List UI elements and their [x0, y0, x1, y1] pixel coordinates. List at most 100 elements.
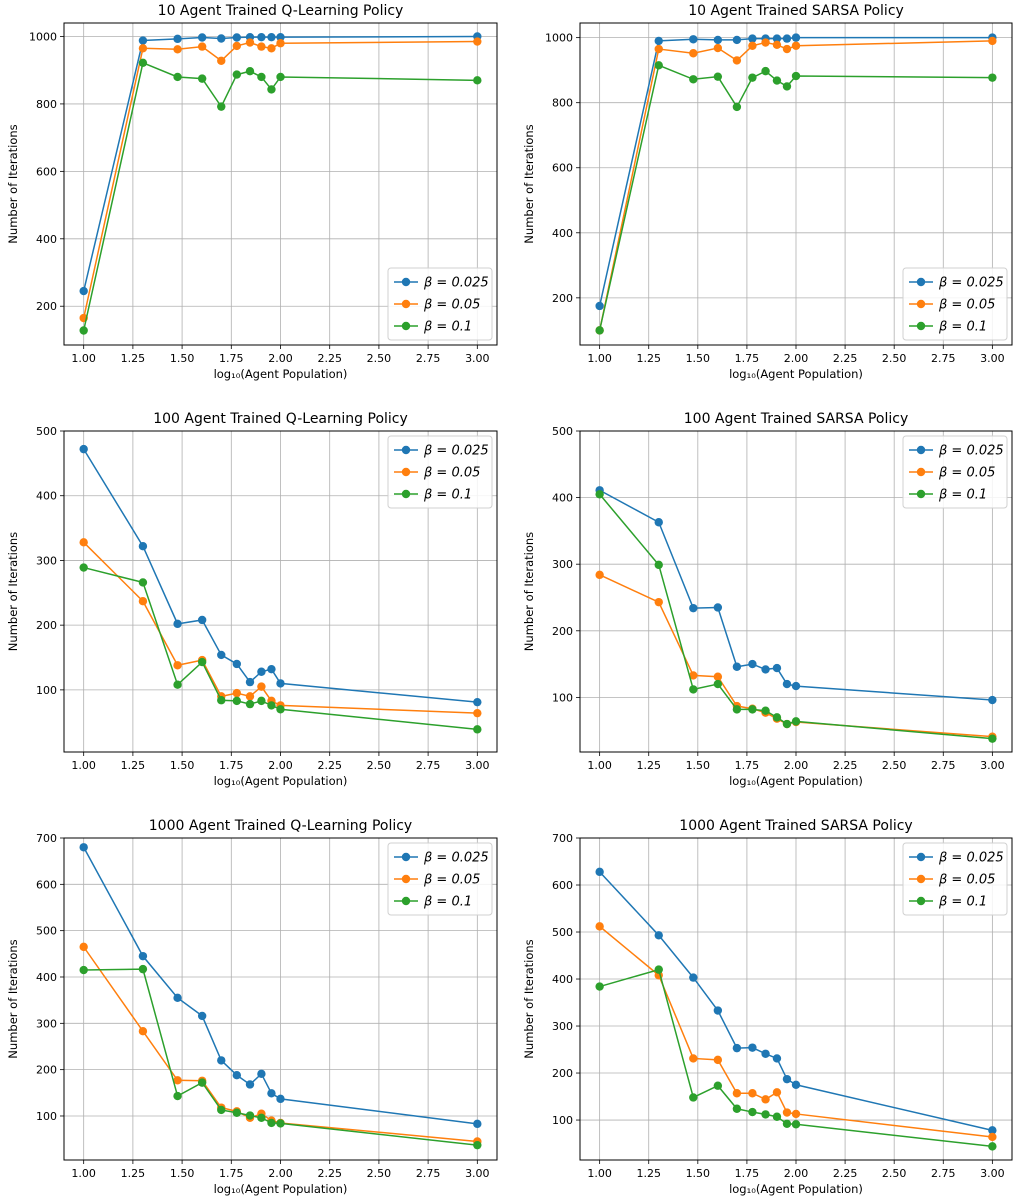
legend: β = 0.025 β = 0.05 β = 0.1 — [387, 267, 493, 341]
x-tick-label: 2.00 — [784, 1167, 809, 1180]
y-tick-label: 300 — [36, 1017, 57, 1030]
x-tick-label: 2.75 — [416, 1167, 441, 1180]
y-tick-label: 200 — [552, 1067, 573, 1080]
data-point — [595, 570, 604, 580]
x-tick-label: 2.50 — [882, 352, 907, 365]
data-point — [654, 560, 663, 570]
subplot-2: 1.00 1.25 1.50 1.75 2.00 2.25 2.50 2.75 3.00 200 4… — [522, 3, 1013, 381]
x-tick-label: 1.25 — [121, 1167, 146, 1180]
x-tick-label: 2.00 — [268, 759, 293, 772]
y-tick-label: 500 — [552, 425, 573, 438]
x-tick-label: 3.00 — [465, 759, 490, 772]
data-point — [245, 67, 255, 76]
axes-frame — [63, 22, 498, 346]
x-tick-label: 2.50 — [367, 759, 392, 772]
data-point — [232, 70, 242, 79]
x-tick-label: 1.00 — [587, 352, 612, 365]
data-point — [791, 1120, 801, 1129]
x-axis-label: log₁₀(Agent Population) — [729, 1182, 863, 1196]
data-point — [654, 931, 663, 940]
x-tick-label: 2.75 — [931, 352, 956, 365]
x-tick-label: 2.50 — [882, 1167, 907, 1180]
data-point — [197, 615, 207, 625]
y-tick-label: 200 — [36, 619, 57, 632]
data-point — [232, 41, 242, 51]
x-tick-label: 2.75 — [931, 759, 956, 772]
x-tick-label: 3.00 — [465, 352, 490, 365]
x-tick-label: 1.00 — [71, 352, 96, 365]
legend-swatch-marker — [916, 299, 926, 309]
x-tick-label: 1.50 — [170, 352, 195, 365]
data-point — [761, 1110, 770, 1119]
data-point — [689, 973, 698, 982]
legend: β = 0.025 β = 0.05 β = 0.1 — [387, 842, 493, 916]
y-tick-label: 600 — [552, 879, 573, 892]
x-tick-label: 3.00 — [980, 759, 1005, 772]
y-tick-label: 500 — [552, 926, 573, 939]
legend-swatch-marker — [401, 852, 411, 862]
data-point — [173, 72, 182, 82]
data-point — [267, 1118, 276, 1128]
legend-entry: β = 0.025 — [938, 444, 1004, 459]
data-point — [257, 696, 266, 706]
data-point — [782, 34, 792, 43]
data-point — [217, 56, 226, 65]
data-point — [267, 664, 276, 674]
data-point — [654, 965, 663, 974]
data-point — [748, 41, 757, 50]
legend-entry: β = 0.025 — [423, 276, 489, 291]
x-tick-label: 1.25 — [121, 352, 146, 365]
y-axis-label: Number of Iterations — [522, 124, 536, 243]
data-point — [689, 1054, 698, 1063]
data-point — [761, 706, 770, 715]
y-tick-label: 400 — [552, 227, 573, 240]
data-point — [267, 44, 276, 53]
data-point — [138, 578, 148, 587]
y-tick-label: 600 — [36, 878, 57, 891]
y-tick-label: 500 — [36, 925, 57, 938]
legend-swatch-marker — [916, 321, 926, 331]
legend-entry: β = 0.05 — [423, 873, 480, 888]
x-tick-label: 2.00 — [268, 352, 293, 365]
data-point — [654, 518, 663, 527]
data-point — [276, 1094, 285, 1104]
data-point — [791, 717, 801, 726]
data-point — [748, 34, 757, 43]
y-axis-label: Number of Iterations — [6, 124, 20, 243]
data-point — [257, 682, 266, 691]
data-point — [245, 38, 255, 47]
data-point — [245, 692, 255, 701]
data-point — [197, 33, 207, 42]
x-tick-label: 2.50 — [367, 352, 392, 365]
data-point — [791, 71, 801, 81]
legend-swatch-marker — [401, 896, 411, 906]
data-point — [782, 44, 792, 54]
y-axis-label: Number of Iterations — [522, 939, 536, 1058]
data-point — [173, 661, 182, 670]
y-tick-label: 300 — [552, 558, 573, 571]
data-point — [654, 61, 663, 70]
x-tick-label: 1.50 — [686, 759, 711, 772]
chart-title: 1000 Agent Trained SARSA Policy — [679, 818, 912, 834]
x-axis-label: log₁₀(Agent Population) — [214, 367, 348, 381]
legend-swatch-marker — [916, 467, 926, 477]
data-point — [138, 541, 148, 551]
x-tick-label: 2.25 — [317, 759, 342, 772]
y-tick-label: 700 — [552, 832, 573, 845]
data-point — [276, 32, 285, 42]
data-point — [138, 1027, 148, 1036]
data-point — [988, 1132, 997, 1142]
legend-entry: β = 0.05 — [423, 466, 480, 481]
x-tick-label: 1.75 — [735, 759, 760, 772]
data-point — [267, 32, 276, 42]
x-tick-label: 1.75 — [219, 759, 244, 772]
x-tick-label: 1.75 — [735, 352, 760, 365]
y-tick-label: 100 — [36, 1110, 57, 1123]
data-point — [138, 597, 148, 606]
axes-frame — [579, 837, 1013, 1161]
legend-swatch-marker — [916, 874, 926, 884]
y-tick-label: 200 — [552, 625, 573, 638]
x-axis-label: log₁₀(Agent Population) — [214, 774, 348, 788]
legend-swatch-marker — [401, 321, 411, 331]
data-point — [267, 85, 276, 94]
